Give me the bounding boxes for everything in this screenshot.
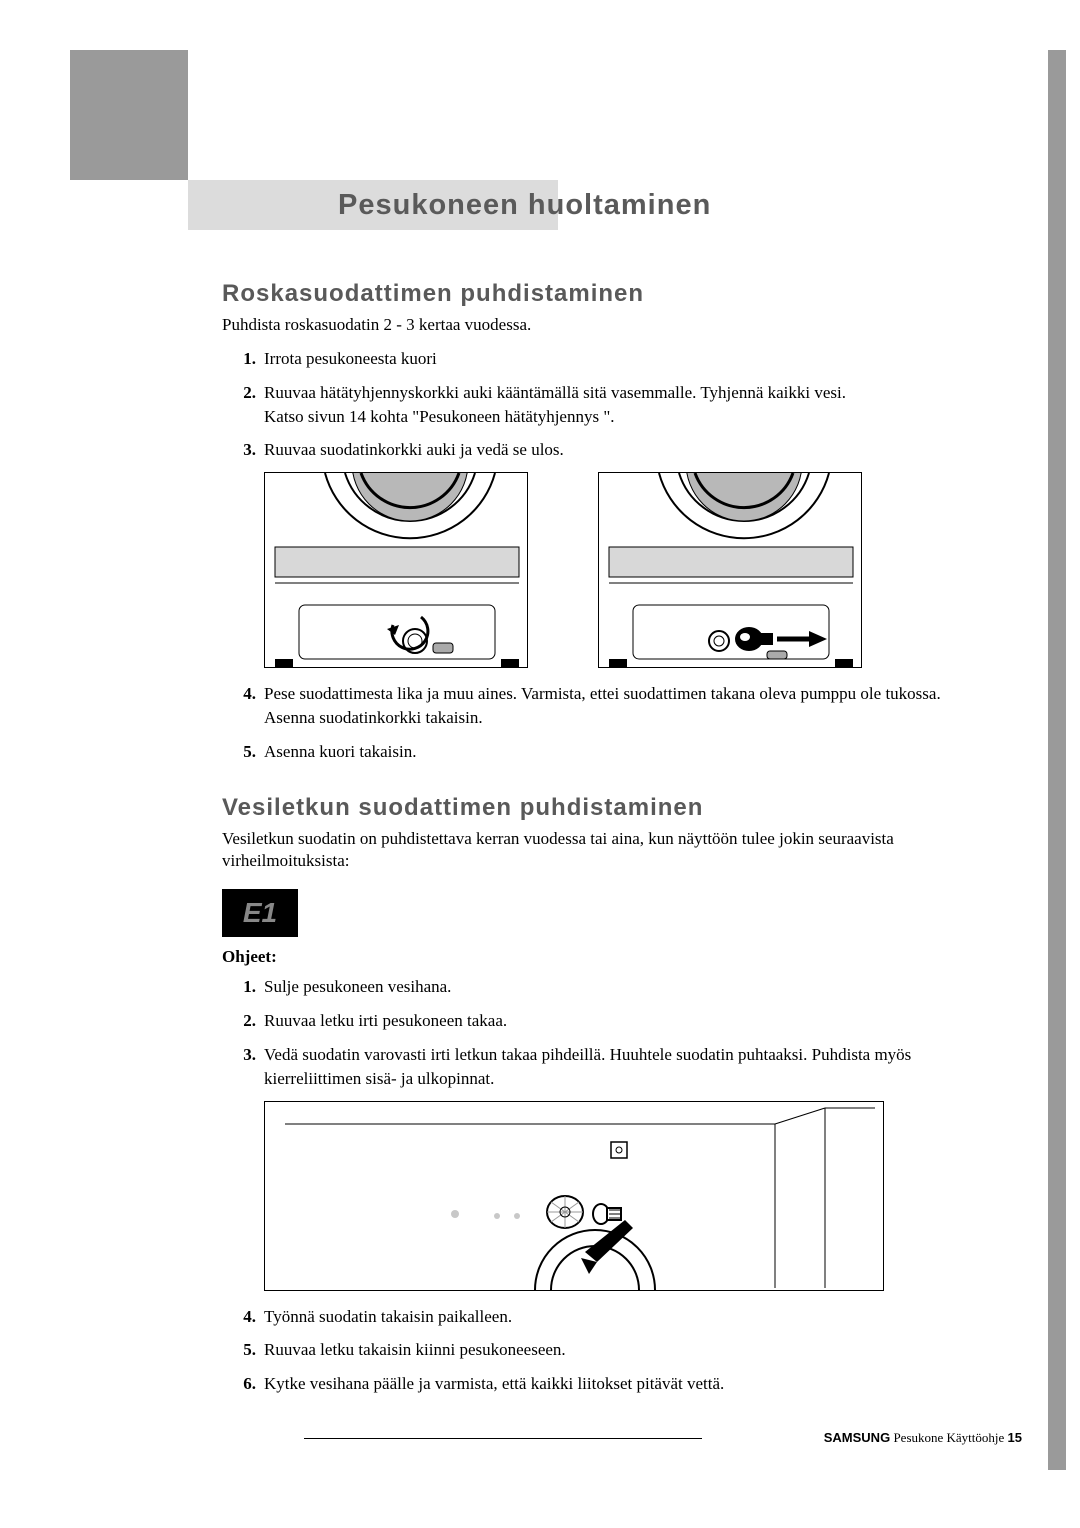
right-gray-bar <box>1048 50 1066 1470</box>
step-text: Vedä suodatin varovasti irti letkun taka… <box>264 1045 911 1088</box>
step-item: 2.Ruuvaa letku irti pesukoneen takaa. <box>264 1009 982 1033</box>
step-text: Kytke vesihana päälle ja varmista, että … <box>264 1374 724 1393</box>
content-area: Roskasuodattimen puhdistaminen Puhdista … <box>222 280 982 1406</box>
footer-page-number: 15 <box>1008 1430 1022 1445</box>
step-item: 5.Ruuvaa letku takaisin kiinni pesukonee… <box>264 1338 982 1362</box>
figure-washer-unscrew <box>264 472 528 668</box>
step-text: Ruuvaa suodatinkorkki auki ja vedä se ul… <box>264 440 564 459</box>
step-text: Työnnä suodatin takaisin paikalleen. <box>264 1307 512 1326</box>
footer-brand: SAMSUNG <box>824 1430 890 1445</box>
step-text: Irrota pesukoneesta kuori <box>264 349 437 368</box>
step-text: Sulje pesukoneen vesihana. <box>264 977 451 996</box>
error-code-badge: E1 <box>222 889 298 937</box>
footer-rule <box>304 1438 702 1439</box>
page-title-band: Pesukoneen huoltaminen <box>188 180 1048 230</box>
step-text: Pese suodattimesta lika ja muu aines. Va… <box>264 684 941 727</box>
step-item: 3.Vedä suodatin varovasti irti letkun ta… <box>264 1043 982 1291</box>
page-footer: SAMSUNG Pesukone Käyttöohje 15 <box>222 1430 1022 1446</box>
figure-row <box>264 472 982 668</box>
step-item: 5.Asenna kuori takaisin. <box>264 740 982 764</box>
step-item: 1.Sulje pesukoneen vesihana. <box>264 975 982 999</box>
step-text: Ruuvaa letku irti pesukoneen takaa. <box>264 1011 507 1030</box>
corner-gray-block <box>70 50 188 180</box>
section2-intro: Vesiletkun suodatin on puhdistettava ker… <box>222 828 982 874</box>
step-text: Ruuvaa letku takaisin kiinni pesukoneese… <box>264 1340 566 1359</box>
section1-heading: Roskasuodattimen puhdistaminen <box>222 280 982 308</box>
step-text: Asenna kuori takaisin. <box>264 742 417 761</box>
section2-steps: 1.Sulje pesukoneen vesihana. 2.Ruuvaa le… <box>222 975 982 1396</box>
step-item: 1.Irrota pesukoneesta kuori <box>264 347 982 371</box>
manual-page: Pesukoneen huoltaminen Roskasuodattimen … <box>0 0 1080 1528</box>
footer-text: Pesukone Käyttöohje <box>890 1430 1007 1445</box>
step-item: 3.Ruuvaa suodatinkorkki auki ja vedä se … <box>264 438 982 668</box>
error-code-text: E1 <box>243 897 277 929</box>
section2-heading: Vesiletkun suodattimen puhdistaminen <box>222 794 982 822</box>
step-item: 4.Pese suodattimesta lika ja muu aines. … <box>264 682 982 730</box>
figure-washer-pull-filter <box>598 472 862 668</box>
page-title: Pesukoneen huoltaminen <box>338 189 711 222</box>
step-text: Ruuvaa hätätyhjennyskorkki auki kääntämä… <box>264 383 846 426</box>
figure-hose-filter <box>264 1101 884 1291</box>
section1-intro: Puhdista roskasuodatin 2 - 3 kertaa vuod… <box>222 314 982 337</box>
step-item: 4.Työnnä suodatin takaisin paikalleen. <box>264 1305 982 1329</box>
ohjeet-label: Ohjeet: <box>222 947 982 967</box>
step-item: 2.Ruuvaa hätätyhjennyskorkki auki kääntä… <box>264 381 982 429</box>
section1-steps: 1.Irrota pesukoneesta kuori 2.Ruuvaa hät… <box>222 347 982 764</box>
step-item: 6.Kytke vesihana päälle ja varmista, ett… <box>264 1372 982 1396</box>
